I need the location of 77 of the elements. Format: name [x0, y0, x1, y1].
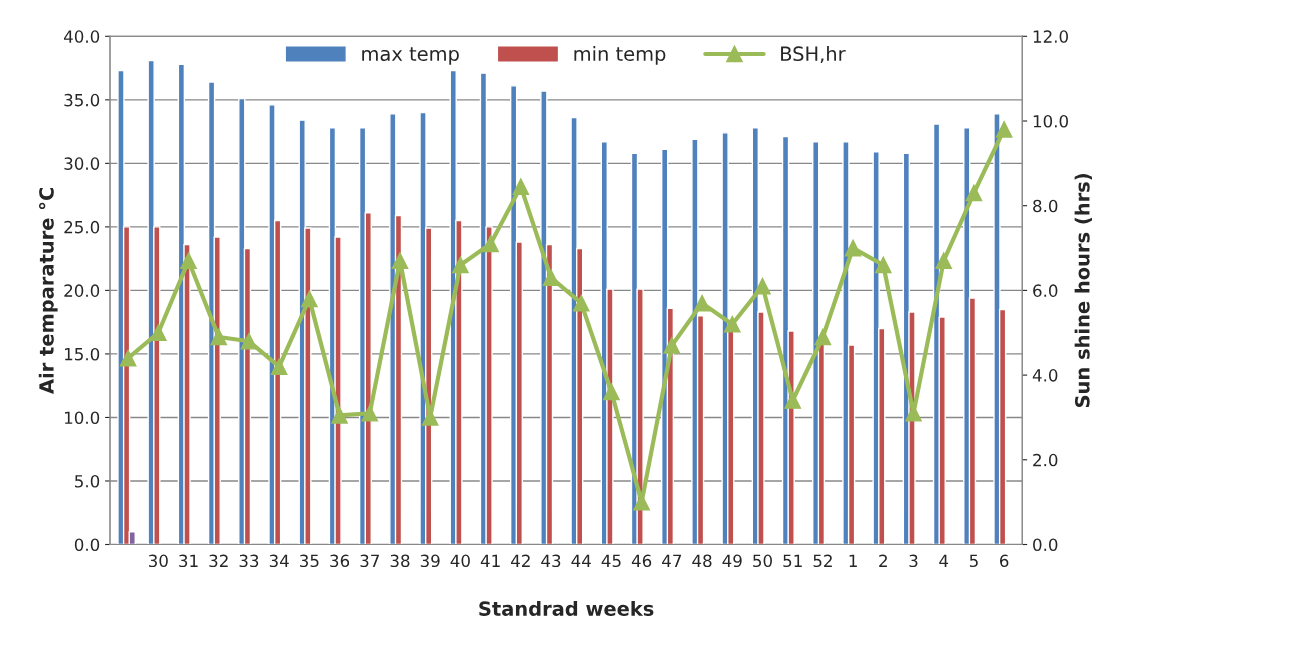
x-tick-label: 36	[330, 554, 350, 568]
y-tick-label: 10.0	[64, 411, 100, 425]
y-tick-label: 25.0	[64, 220, 100, 234]
x-tick-label: 43	[541, 554, 561, 568]
y-tick-label: 20.0	[64, 284, 100, 297]
x-tick-label: 39	[420, 554, 440, 568]
x-axis-title: Standrad weeks	[479, 600, 654, 616]
legend-label: min temp	[574, 46, 666, 65]
x-tick-label: 37	[360, 554, 379, 568]
x-tick-label: 47	[662, 554, 682, 567]
point	[180, 252, 197, 270]
point	[723, 315, 741, 333]
x-tick-label: 50	[753, 554, 772, 568]
x-tick-label: 35	[300, 554, 319, 568]
y2-tick-label: 6.0	[1033, 284, 1058, 297]
point	[512, 178, 530, 195]
point	[331, 406, 348, 424]
x-tick-label: 41	[480, 554, 500, 567]
y-axis-title: Air temparature °C	[38, 188, 58, 394]
y2-tick-label: 0.0	[1033, 538, 1058, 552]
x-tick-label: 48	[692, 554, 712, 568]
point	[603, 383, 620, 401]
y2-tick-label: 8.0	[1033, 199, 1058, 213]
x-tick-label: 6	[1000, 554, 1009, 568]
point	[784, 392, 802, 409]
x-tick-label: 34	[269, 554, 289, 568]
point	[240, 332, 258, 350]
point	[663, 337, 681, 354]
x-tick-label: 31	[179, 554, 198, 568]
y2-tick-label: 4.0	[1032, 369, 1058, 382]
point	[361, 404, 379, 422]
point	[210, 328, 228, 346]
x-tick-label: 46	[631, 554, 652, 568]
point	[844, 239, 862, 257]
point	[301, 290, 318, 308]
point	[965, 184, 983, 202]
legend-label: BSH,hr	[781, 46, 846, 64]
point	[814, 328, 832, 346]
x-tick-label: 33	[239, 554, 259, 568]
x-tick-label: 40	[450, 554, 470, 568]
point	[452, 256, 469, 274]
y-tick-label: 0.0	[74, 538, 100, 552]
y-tick-label: 15.0	[64, 347, 100, 361]
point	[391, 252, 409, 270]
point	[874, 256, 892, 274]
y2-tick-label: 12.0	[1033, 30, 1068, 43]
point	[119, 349, 137, 367]
y2-tick-label: 2.0	[1033, 453, 1058, 467]
legend-label: max temp	[362, 47, 459, 65]
x-tick-label: 51	[783, 554, 802, 568]
y-tick-label: 30.0	[64, 157, 100, 170]
point	[754, 277, 771, 295]
x-tick-label: 5	[969, 554, 978, 568]
x-tick-label: 38	[390, 554, 410, 568]
point	[482, 235, 499, 253]
x-tick-label: 44	[571, 554, 591, 567]
y-tick-label: 35.0	[64, 93, 100, 107]
point	[693, 294, 711, 312]
x-tick-label: 32	[209, 554, 228, 568]
x-tick-label: 30	[148, 554, 168, 568]
y2-tick-label: 10.0	[1033, 114, 1068, 128]
point	[935, 252, 953, 270]
x-tick-label: 49	[722, 554, 742, 568]
x-tick-label: 2	[879, 554, 887, 567]
x-tick-label: 42	[511, 554, 530, 567]
y-tick-label: 40.0	[63, 30, 100, 43]
x-tick-label: 4	[939, 554, 949, 567]
point	[542, 269, 560, 287]
x-tick-label: 52	[813, 554, 832, 568]
point	[572, 294, 590, 312]
y-tick-label: 5.0	[75, 474, 100, 488]
x-tick-label: 1	[849, 554, 857, 567]
x-tick-label: 3	[909, 554, 918, 568]
point	[995, 121, 1013, 138]
y2-axis-title: Sun shine hours (hrs)	[1074, 174, 1092, 408]
point	[270, 358, 288, 375]
x-tick-label: 45	[601, 554, 621, 568]
